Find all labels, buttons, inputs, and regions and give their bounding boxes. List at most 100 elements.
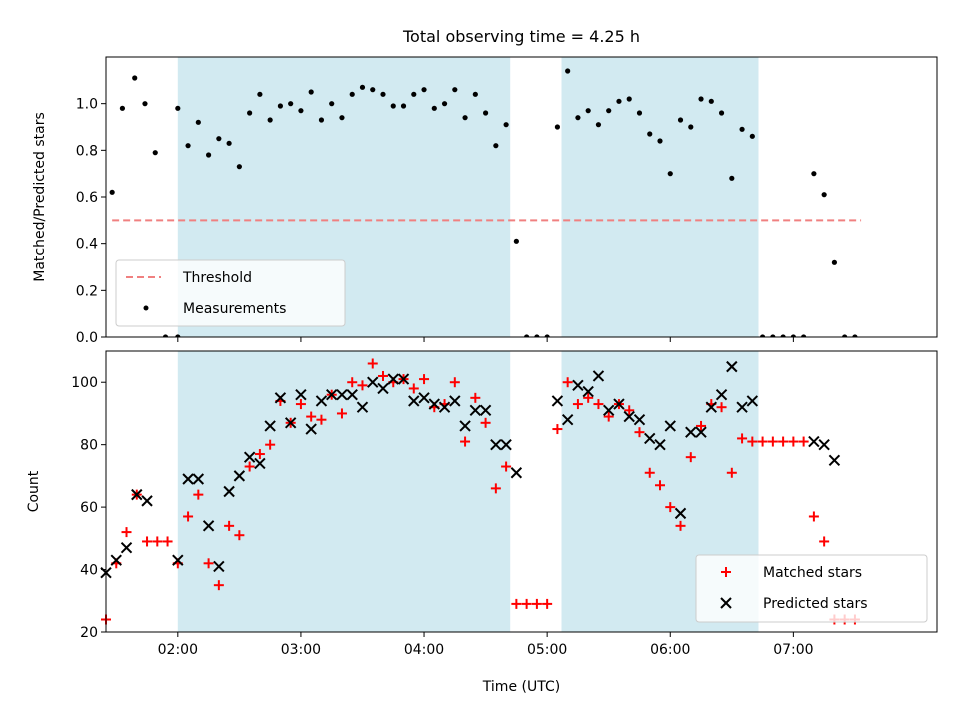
matched-star-point [675, 520, 686, 531]
matched-star-point [511, 598, 522, 609]
x-b [387, 373, 399, 385]
predicted-star-point [818, 438, 830, 451]
matched-star-point [254, 449, 265, 460]
x-b [720, 597, 732, 609]
y-tick-label: 0.6 [76, 190, 98, 206]
x-b [490, 438, 502, 451]
x-b [664, 420, 676, 432]
measurement-point [205, 152, 212, 158]
x-tick-label: 05:00 [527, 642, 567, 658]
predicted-star-point [644, 432, 656, 445]
x-b [356, 401, 369, 413]
matched-star-point [162, 536, 173, 547]
predicted-star-point [746, 395, 759, 407]
y-tick-label: 20 [80, 625, 98, 641]
matched-star-point [726, 467, 737, 478]
predicted-star-point [192, 473, 205, 485]
matched-star-point [121, 527, 132, 538]
predicted-star-point [490, 438, 502, 451]
measurement-point [852, 334, 858, 337]
measurement-point [585, 108, 591, 114]
x-b [131, 488, 143, 501]
measurement-point [821, 192, 827, 198]
x-b [602, 404, 615, 417]
x-b [325, 389, 338, 401]
matched-star-point [808, 511, 819, 522]
measurement-point [688, 124, 694, 130]
x-b [500, 438, 512, 451]
x-b [654, 438, 666, 451]
x-b [315, 395, 328, 407]
predicted-star-point [685, 426, 697, 438]
measurement-point [370, 87, 376, 93]
y-tick-label: 0.4 [76, 237, 98, 253]
measurement-point [554, 124, 561, 130]
x-b [438, 401, 451, 413]
matched-star-point [767, 436, 778, 447]
measurement-point [349, 91, 355, 97]
y-tick-label: 0.0 [76, 330, 98, 346]
predicted-star-point [120, 541, 133, 554]
measurement-point [636, 110, 643, 116]
x-b [367, 376, 379, 388]
predicted-star-point [500, 438, 512, 451]
x-b [469, 404, 482, 417]
measurement-point [175, 105, 181, 111]
predicted-star-point [397, 373, 410, 385]
measurement-point [503, 122, 509, 128]
predicted-star-point [664, 420, 676, 432]
x-b [479, 404, 492, 417]
y-tick-label: 100 [71, 375, 98, 391]
matched-star-point [531, 598, 542, 609]
matched-star-point [552, 424, 563, 435]
measurement-point [421, 87, 427, 93]
predicted-star-point [243, 451, 256, 463]
x-b [561, 413, 574, 426]
measurement-point [842, 334, 848, 337]
x-b [705, 401, 718, 413]
x-b [633, 413, 646, 426]
predicted-star-point [264, 420, 276, 432]
measurement-point [109, 189, 115, 195]
measurement-point [119, 105, 126, 111]
matched-star-point [572, 399, 583, 410]
matched-star-point [367, 358, 378, 369]
predicted-star-point [202, 520, 215, 532]
predicted-star-point [295, 389, 307, 401]
predicted-star-point [387, 373, 399, 385]
measurement-point [226, 140, 232, 146]
matched-star-point [224, 520, 235, 531]
x-b [110, 554, 122, 566]
y-tick-label: 0.8 [76, 143, 98, 159]
measurement-point [534, 334, 540, 337]
x-b [428, 398, 441, 410]
x-b [613, 398, 625, 410]
measurement-point [257, 91, 263, 97]
x-b [715, 389, 728, 401]
x-b [284, 417, 297, 429]
bottom-panel: 20 40 60 80 100 02:00 03:00 04:00 05:00 06:00 07:… [26, 350, 938, 695]
predicted-star-point [808, 435, 820, 448]
predicted-star-point [233, 470, 246, 482]
measurement-point [647, 131, 653, 137]
measurement-point [216, 136, 222, 142]
x-b [674, 507, 687, 520]
measurement-point [162, 334, 169, 337]
measurement-point [811, 171, 817, 177]
measurement-point [236, 164, 242, 170]
matched-star-point [480, 417, 491, 428]
measurement-point [595, 122, 602, 128]
predicted-star-point [449, 395, 461, 407]
measurement-point [831, 259, 838, 265]
x-tick-label: 04:00 [404, 642, 444, 658]
predicted-star-point [356, 401, 369, 413]
matched-star-point [336, 408, 347, 419]
measurement-point [708, 98, 714, 104]
predicted-star-point [674, 507, 687, 520]
matched-star-point [778, 436, 789, 447]
matched-star-point [213, 580, 224, 591]
matched-star-point [449, 377, 460, 388]
x-b [449, 395, 461, 407]
matched-star-point [419, 374, 430, 385]
